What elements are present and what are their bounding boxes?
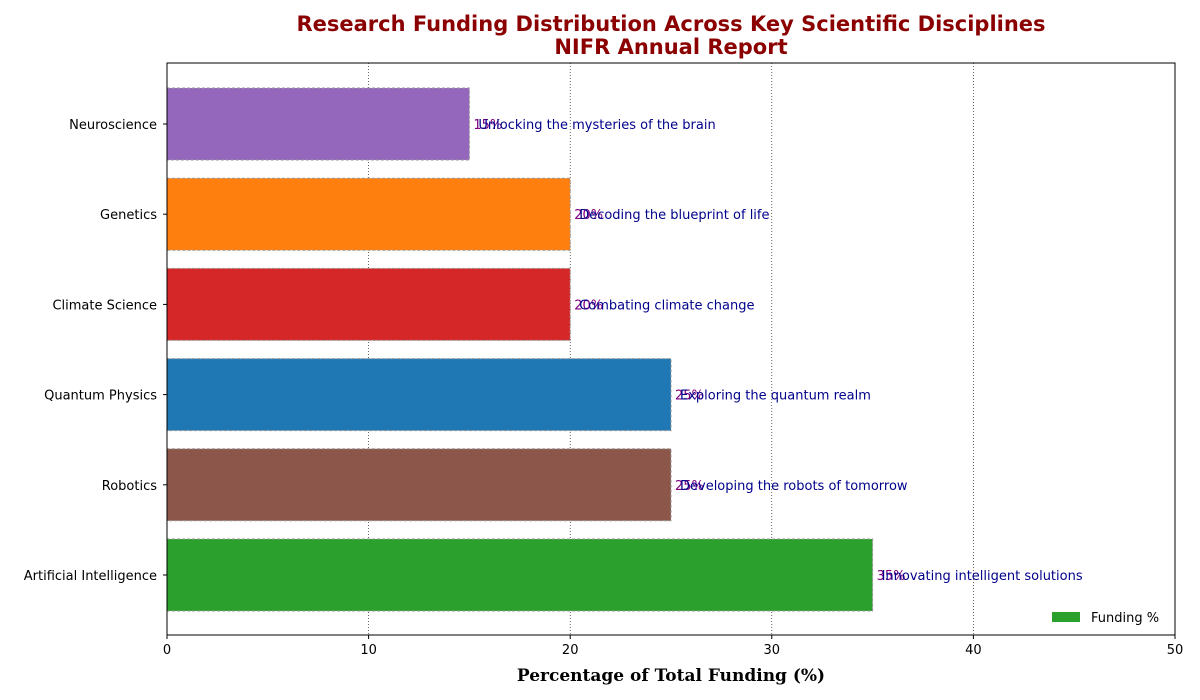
x-tick-label: 30 <box>764 643 781 658</box>
value-label: 25% <box>675 389 704 404</box>
grid-lines <box>368 63 974 635</box>
x-tick-label: 50 <box>1167 643 1184 658</box>
x-axis-label: Percentage of Total Funding (%) <box>517 666 825 686</box>
bar <box>166 267 571 341</box>
value-label: 35% <box>877 569 906 584</box>
x-axis: 0 10 20 30 40 50 <box>163 635 1183 658</box>
y-tick-label: Neuroscience <box>69 118 157 133</box>
y-tick-label: Robotics <box>102 479 157 494</box>
bar-annotation: Exploring the quantum realm <box>680 389 871 404</box>
bar-annotation: Innovating intelligent solutions <box>882 569 1083 584</box>
plot-frame <box>166 62 1176 636</box>
y-tick-label: Genetics <box>100 208 157 223</box>
value-label: 25% <box>675 479 704 494</box>
x-tick-label: 20 <box>562 643 579 658</box>
bar-annotation: Combating climate change <box>579 298 754 313</box>
x-tick-label: 40 <box>965 643 982 658</box>
value-label: 20% <box>574 208 603 223</box>
y-axis: Artificial Intelligence Robotics Quantum P… <box>24 118 167 584</box>
x-tick-label: 0 <box>163 643 171 658</box>
legend-label: Funding % <box>1091 611 1159 626</box>
bar <box>166 538 874 612</box>
bar-annotation: Developing the robots of tomorrow <box>680 479 908 494</box>
bar <box>166 448 672 522</box>
legend-swatch <box>1052 612 1080 622</box>
bar-annotation: Decoding the blueprint of life <box>579 208 769 223</box>
chart-subtitle: NIFR Annual Report <box>554 35 787 59</box>
bar <box>166 358 672 432</box>
chart-title: Research Funding Distribution Across Key… <box>296 12 1045 36</box>
legend: Funding % <box>1052 611 1159 626</box>
x-tick-label: 10 <box>360 643 377 658</box>
bar-annotation: Unlocking the mysteries of the brain <box>478 118 715 133</box>
bar-group: 35%Innovating intelligent solutions25%De… <box>166 87 1083 612</box>
y-tick-label: Quantum Physics <box>44 389 157 404</box>
value-label: 20% <box>574 298 603 313</box>
bar <box>166 87 470 161</box>
value-label: 15% <box>473 118 502 133</box>
bar <box>166 177 571 251</box>
y-tick-label: Artificial Intelligence <box>24 569 157 584</box>
y-tick-label: Climate Science <box>52 298 157 313</box>
